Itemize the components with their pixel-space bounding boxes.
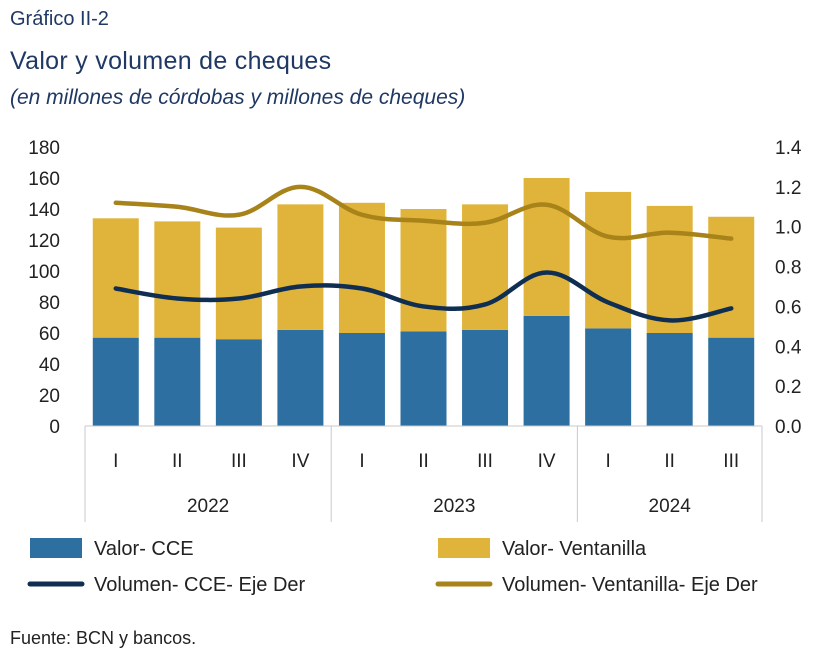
y2-tick-label: 0.6 [775,297,801,318]
legend-volumen-ventanilla: Volumen- Ventanilla- Eje Der [435,574,758,596]
y2-tick-label: 1.4 [775,138,802,159]
legend-volumen-cce: Volumen- CCE- Eje Der [27,574,306,596]
y2-tick-label: 0.2 [775,377,801,398]
bar-valor-cce-7 [523,315,570,426]
x-tick-label: II [418,451,429,472]
bar-valor-cce-5 [400,331,447,426]
chart-subtitle: (en millones de córdobas y millones de c… [10,86,466,109]
line-volumen-cce [113,270,734,323]
line-volumen-ventanilla [113,184,734,241]
chart-kicker: Gráfico II-2 [10,8,109,30]
x-group-label: 2023 [433,496,475,517]
y2-tick-label: 0.8 [775,258,801,279]
legend-valor-cce-swatch [30,538,82,558]
x-tick-label: III [231,451,247,472]
legend-valor-cce: Valor- CCE [30,538,194,560]
source-note: Fuente: BCN y bancos. [10,628,197,648]
bar-valor-cce-9 [646,333,693,426]
y-tick-label: 120 [28,231,60,252]
y-tick-label: 60 [39,324,60,345]
x-group-label: 2022 [187,496,229,517]
bar-valor-ventanilla-9 [646,205,693,333]
y-tick-label: 100 [28,262,60,283]
y-tick-label: 180 [28,138,60,159]
legend-valor-ventanilla-label: Valor- Ventanilla [502,538,647,560]
chart-canvas: 0 20 40 60 80 100 120 140 160 180 0.0 0.2 0.4 0.6 0.8 1… [27,138,802,596]
y-tick-label: 140 [28,200,60,221]
x-tick-label: IV [538,451,556,472]
bar-valor-cce-2 [215,339,262,426]
axes-layer: 0 20 40 60 80 100 120 140 160 180 0.0 0.2 0.4 0.6 0.8 1… [28,138,802,522]
bar-valor-ventanilla-4 [338,202,385,333]
bar-valor-cce-8 [585,328,632,426]
legend-valor-cce-label: Valor- CCE [94,538,194,560]
bar-valor-ventanilla-7 [523,178,570,316]
bar-valor-cce-10 [708,337,755,426]
legend-valor-ventanilla: Valor- Ventanilla [438,538,647,560]
x-tick-label: IV [291,451,309,472]
legend: Valor- CCE Valor- Ventanilla Volumen- CCE-… [27,538,758,596]
bar-valor-cce-0 [92,337,139,426]
x-tick-label: III [723,451,739,472]
bar-valor-ventanilla-0 [92,218,139,338]
bar-valor-ventanilla-8 [585,191,632,329]
x-tick-label: I [605,451,610,472]
bar-valor-cce-4 [338,333,385,426]
lines-layer [113,184,734,323]
bar-valor-cce-1 [154,337,201,426]
bar-valor-ventanilla-3 [277,204,324,330]
x-tick-label: I [113,451,118,472]
legend-valor-ventanilla-swatch [438,538,490,558]
y-tick-label: 0 [49,417,60,438]
bar-valor-ventanilla-5 [400,209,447,332]
y-tick-label: 40 [39,355,60,376]
x-tick-label: I [359,451,364,472]
y-tick-label: 20 [39,386,60,407]
bar-valor-ventanilla-2 [215,227,262,340]
y2-tick-label: 1.0 [775,218,801,239]
legend-volumen-cce-label: Volumen- CCE- Eje Der [94,574,306,596]
x-group-label: 2024 [649,496,692,517]
bar-valor-cce-6 [462,329,509,426]
bars-layer [92,178,755,426]
y2-tick-label: 0.4 [775,337,802,358]
y-tick-label: 80 [39,293,60,314]
legend-volumen-ventanilla-label: Volumen- Ventanilla- Eje Der [502,574,758,596]
y-tick-label: 160 [28,169,60,190]
bar-valor-cce-3 [277,329,324,426]
chart-title: Valor y volumen de cheques [10,47,332,75]
x-tick-label: II [664,451,675,472]
x-tick-label: II [172,451,183,472]
x-tick-label: III [477,451,493,472]
bar-valor-ventanilla-1 [154,221,201,338]
y2-tick-label: 0.0 [775,417,801,438]
y2-tick-label: 1.2 [775,178,801,199]
